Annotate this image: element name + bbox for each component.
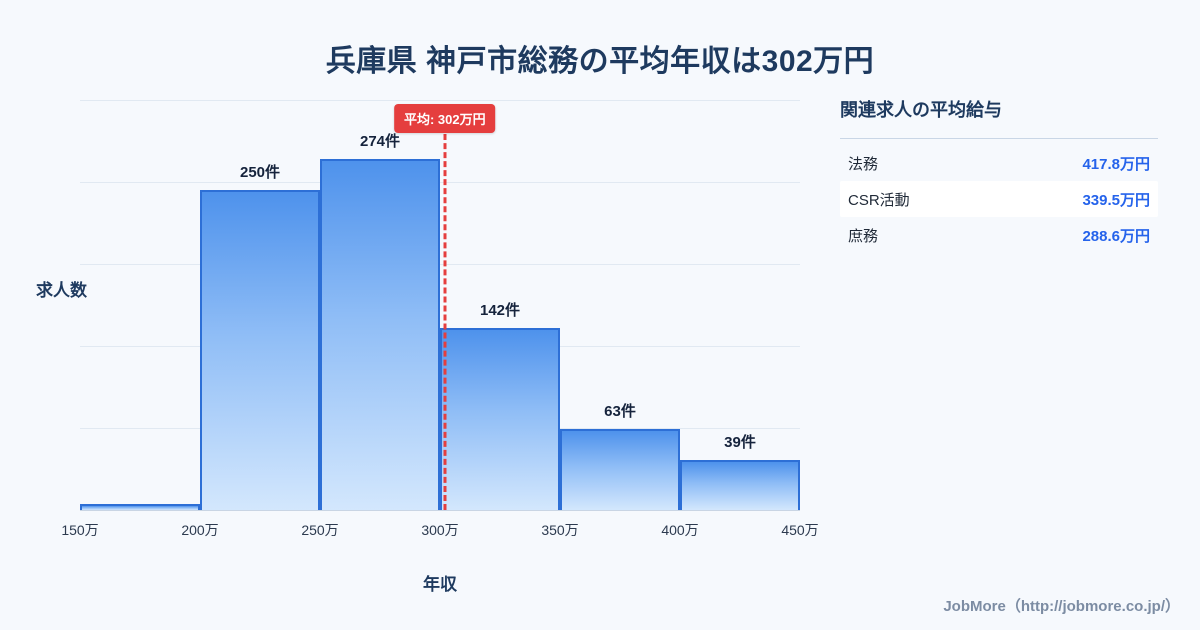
plot-area: 250件 274件 142件 63件 39件 [80, 100, 800, 511]
related-panel-title: 関連求人の平均給与 [840, 100, 1002, 120]
x-tick-label: 250万 [301, 522, 339, 538]
x-axis-baseline [80, 510, 800, 511]
x-tick-label: 400万 [661, 522, 699, 538]
x-tick-label: 350万 [541, 522, 579, 538]
average-badge: 平均: 302万円 [393, 104, 496, 133]
histogram-bar [80, 503, 200, 510]
related-jobs-panel: 関連求人の平均給与 法務 417.8万円 CSR活動 339.5万円庶務 288.6万円 [840, 96, 1158, 253]
footer-credit: JobMore（http://jobmore.co.jp/） [943, 598, 1180, 615]
x-tick-label: 150万 [61, 522, 99, 538]
histogram-bar [440, 328, 560, 510]
histogram-bar [320, 158, 440, 510]
related-job-value: 288.6万円 [1082, 227, 1150, 245]
average-line [443, 116, 447, 510]
related-job-row: 法務 417.8万円 [840, 145, 1158, 181]
x-axis-ticks: 150万 200万 250万 300万 350万 400万 450万 [61, 520, 818, 540]
histogram-bar [200, 189, 320, 510]
related-job-row: 庶務 288.6万円 [840, 217, 1158, 253]
related-job-label: CSR活動 [848, 191, 910, 209]
x-tick-label: 200万 [181, 522, 219, 538]
related-job-label: 庶務 [848, 227, 879, 245]
x-axis-label: 年収 [423, 575, 457, 594]
histogram-bar [680, 460, 800, 510]
related-jobs-list: 法務 417.8万円 CSR活動 339.5万円庶務 288.6万円 [840, 145, 1158, 253]
bar-value-label: 250件 [239, 163, 281, 181]
x-tick-label: 300万 [421, 522, 459, 538]
x-tick-label: 450万 [781, 522, 819, 538]
bar-value-label: 39件 [724, 434, 756, 452]
related-job-row: CSR活動 339.5万円 [840, 181, 1158, 217]
histogram-bar [560, 429, 680, 510]
gridline [80, 100, 800, 101]
related-job-value: 417.8万円 [1082, 155, 1150, 173]
panel-divider [840, 138, 1158, 139]
y-axis-label: 求人数 [36, 281, 87, 300]
bar-value-label: 63件 [604, 403, 636, 421]
bar-value-label: 274件 [359, 132, 401, 150]
bar-value-label: 142件 [479, 302, 521, 320]
gridline [80, 264, 800, 265]
related-job-label: 法務 [848, 155, 879, 173]
page-title: 兵庫県 神戸市総務の平均年収は302万円 [325, 45, 875, 78]
gridline [80, 182, 800, 183]
related-job-value: 339.5万円 [1082, 191, 1150, 209]
